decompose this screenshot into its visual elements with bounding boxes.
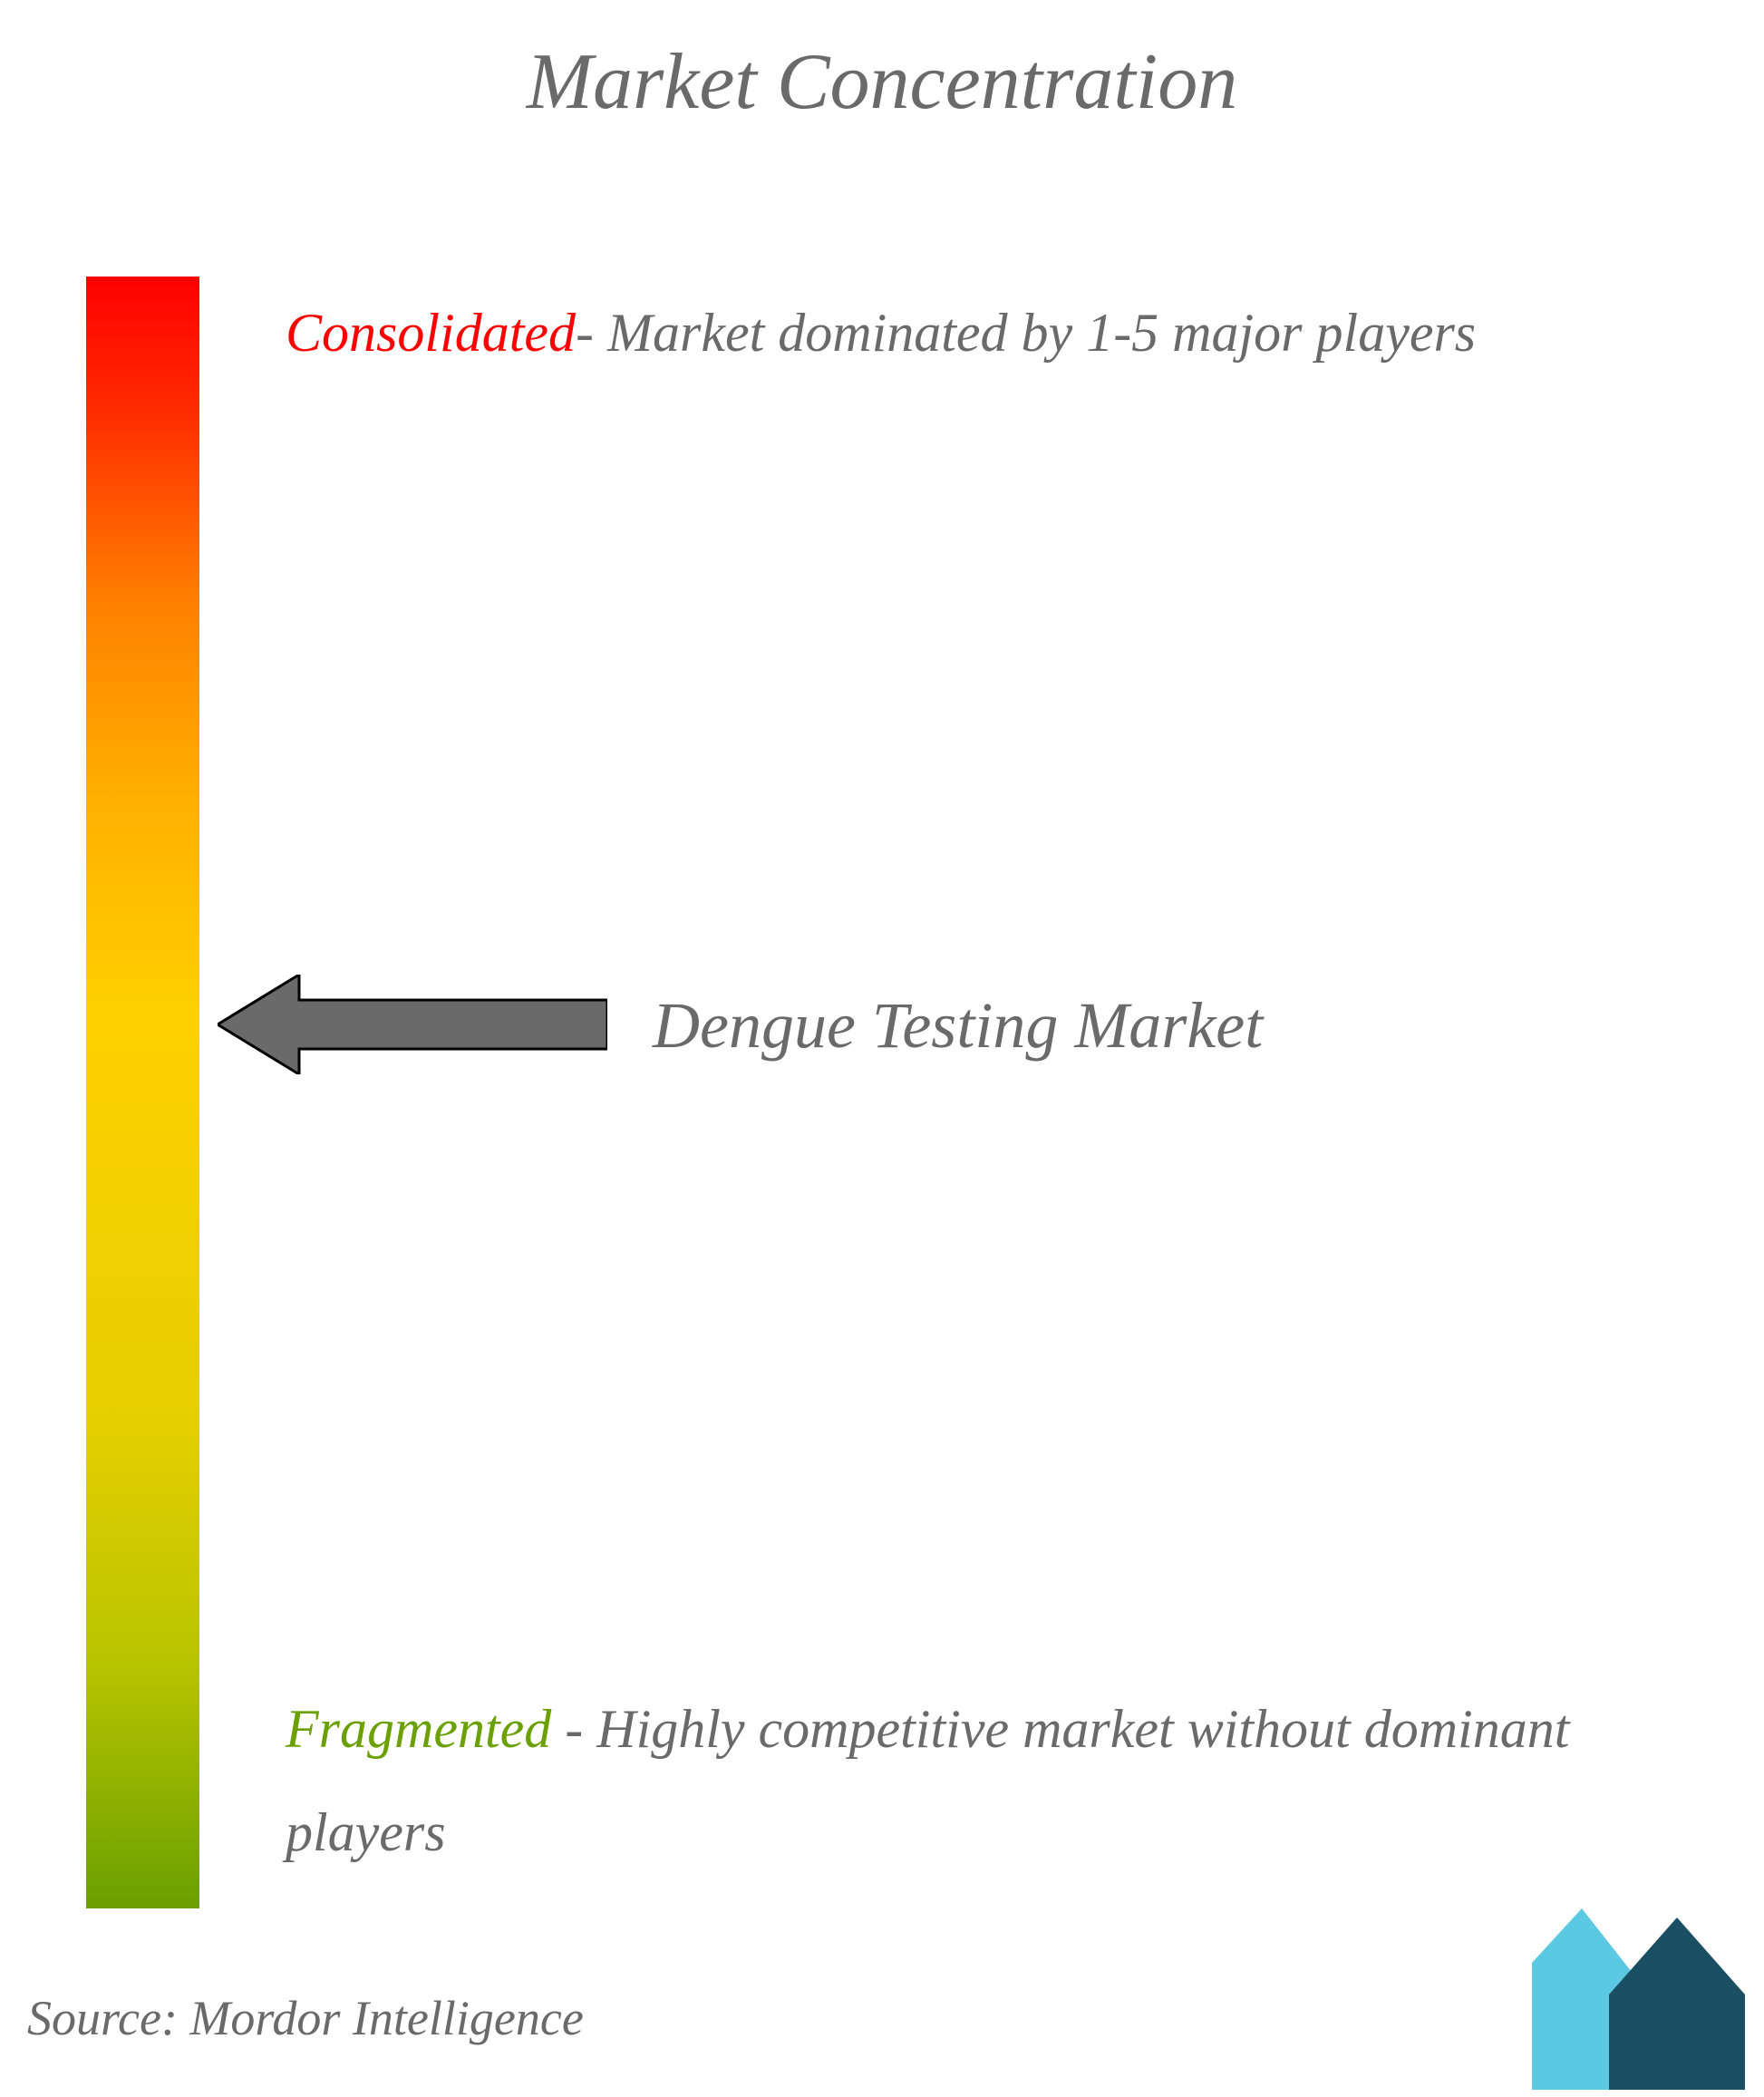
source-attribution: Source: Mordor Intelligence [27, 1990, 584, 2046]
fragmented-label: Fragmented - Highly competitive market w… [286, 1677, 1645, 1884]
fragmented-prefix: Fragmented [286, 1699, 551, 1759]
market-position-arrow [218, 975, 607, 1074]
gradient-bar-svg [86, 277, 199, 1908]
consolidated-desc: - Market dominated by 1-5 major players [576, 303, 1476, 363]
mordor-logo-icon [1532, 1908, 1745, 2090]
market-name-label: Dengue Testing Market [653, 988, 1263, 1063]
logo-svg [1532, 1908, 1745, 2090]
concentration-gradient-bar [86, 277, 199, 1908]
page-title: Market Concentration [0, 36, 1764, 128]
consolidated-label: Consolidated- Market dominated by 1-5 ma… [286, 281, 1645, 384]
arrow-svg [218, 975, 607, 1074]
consolidated-prefix: Consolidated [286, 303, 576, 363]
